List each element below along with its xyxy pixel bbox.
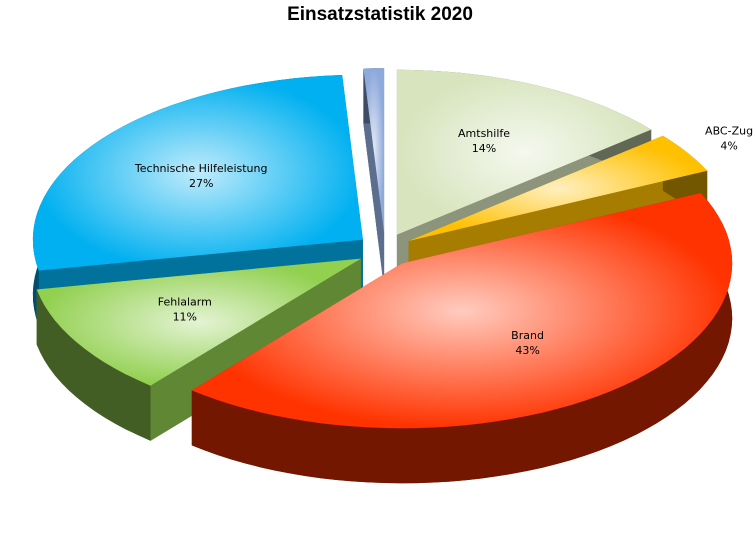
slice-label: Fehlalarm <box>158 296 212 309</box>
slice <box>363 68 385 289</box>
slice-value-label: 27% <box>189 177 213 190</box>
slice-label: Amtshilfe <box>458 127 510 140</box>
slice-label: Brand <box>511 329 544 342</box>
slice-value-label: 14% <box>472 142 496 155</box>
slice-value-label: 11% <box>173 311 197 324</box>
chart-title: Einsatzstatistik 2020 <box>287 4 473 25</box>
slice-top <box>363 68 385 234</box>
slice-label: ABC-Zug <box>705 124 753 137</box>
slice-label: Technische Hilfeleistung <box>134 162 268 175</box>
slice-value-label: 43% <box>515 344 539 357</box>
slice-value-label: 4% <box>720 139 737 152</box>
